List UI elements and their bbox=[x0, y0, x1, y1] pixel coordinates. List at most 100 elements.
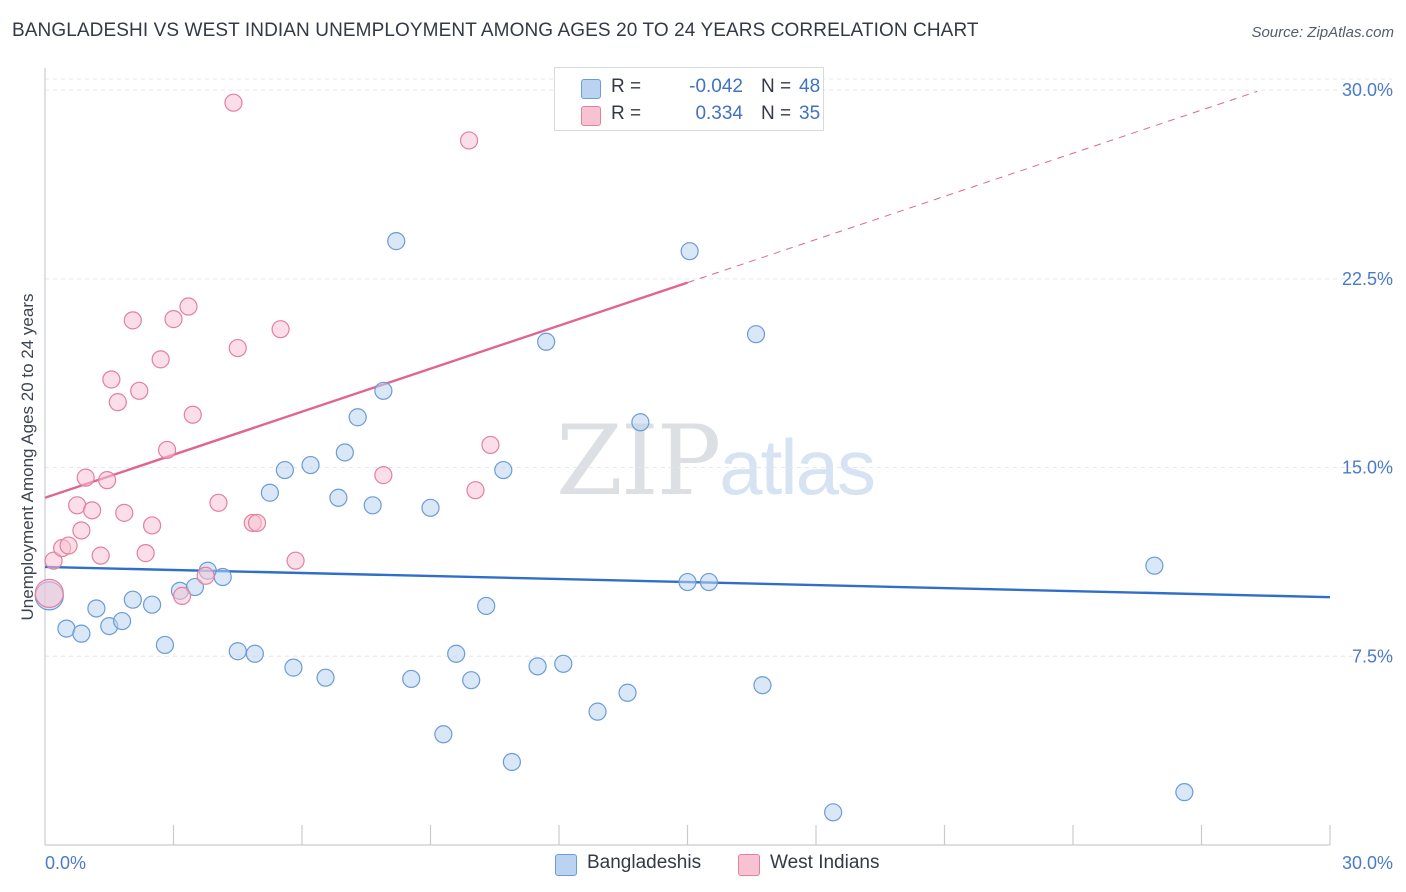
data-point-westindian bbox=[179, 297, 198, 316]
data-point-bangladeshi bbox=[374, 381, 393, 400]
data-point-bangladeshi bbox=[678, 572, 697, 592]
data-point-bangladeshi bbox=[72, 624, 91, 643]
data-point-westindian bbox=[142, 516, 162, 535]
data-point-westindian bbox=[108, 393, 127, 412]
data-point-bangladeshi bbox=[284, 658, 303, 677]
legend-swatch-westindian bbox=[581, 106, 601, 126]
legend-r-value: 0.334 bbox=[695, 103, 743, 124]
trendline bbox=[44, 281, 688, 499]
data-point-bangladeshi bbox=[348, 408, 367, 427]
data-point-westindian bbox=[271, 320, 290, 339]
data-point-bangladeshi bbox=[680, 242, 699, 261]
data-point-bangladeshi bbox=[753, 676, 772, 695]
data-point-bangladeshi bbox=[746, 325, 766, 344]
correlation-legend: R = -0.042 N = 48 R = 0.334 N = 35 bbox=[554, 67, 824, 131]
data-point-westindian bbox=[286, 551, 305, 570]
data-point-bangladeshi bbox=[434, 725, 453, 744]
data-point-westindian bbox=[172, 586, 192, 605]
data-point-bangladeshi bbox=[554, 654, 573, 673]
chart-title: BANGLADESHI VS WEST INDIAN UNEMPLOYMENT … bbox=[12, 20, 979, 41]
trendline-extension bbox=[687, 90, 1258, 284]
data-point-bangladeshi bbox=[494, 460, 513, 480]
grid-layer bbox=[45, 78, 1392, 657]
data-point-bangladeshi bbox=[260, 483, 279, 502]
data-point-bangladeshi bbox=[631, 413, 650, 432]
data-point-westindian bbox=[466, 481, 485, 500]
data-point-westindian bbox=[224, 93, 243, 112]
axis-layer bbox=[44, 68, 1331, 846]
legend-r-label: R = bbox=[611, 103, 642, 124]
data-point-westindian bbox=[83, 501, 102, 520]
data-point-westindian bbox=[72, 521, 91, 540]
data-point-bangladeshi bbox=[588, 702, 607, 721]
data-point-westindian bbox=[123, 311, 142, 330]
data-point-westindian bbox=[183, 405, 202, 424]
x-tick-label: 30.0% bbox=[1342, 853, 1393, 873]
data-point-bangladeshi bbox=[363, 496, 382, 515]
data-point-westindian bbox=[164, 310, 183, 329]
data-point-bangladeshi bbox=[421, 498, 440, 517]
data-point-bangladeshi bbox=[335, 443, 354, 462]
data-point-westindian bbox=[130, 381, 149, 400]
data-point-westindian bbox=[44, 551, 63, 570]
bottom-legend-label-bangladeshi: Bangladeshis bbox=[587, 852, 702, 873]
data-point-bangladeshi bbox=[1145, 556, 1164, 575]
data-point-bangladeshi bbox=[502, 752, 521, 772]
legend-n-label: N = bbox=[761, 76, 792, 97]
data-point-bangladeshi bbox=[316, 668, 335, 687]
data-point-bangladeshi bbox=[87, 599, 106, 618]
data-point-bangladeshi bbox=[447, 644, 466, 663]
data-point-bangladeshi bbox=[213, 567, 232, 587]
data-point-bangladeshi bbox=[462, 671, 481, 690]
data-point-bangladeshi bbox=[699, 572, 719, 592]
data-point-bangladeshi bbox=[402, 669, 421, 689]
data-point-bangladeshi bbox=[301, 455, 320, 475]
y-tick-label: 7.5% bbox=[1352, 646, 1393, 666]
data-point-westindian bbox=[157, 440, 177, 460]
data-point-westindian bbox=[102, 370, 121, 389]
data-point-westindian bbox=[196, 566, 215, 585]
data-point-westindian bbox=[76, 468, 95, 487]
data-point-westindian bbox=[151, 350, 170, 369]
data-point-westindian bbox=[228, 338, 247, 358]
data-point-bangladeshi bbox=[155, 635, 175, 655]
data-point-westindian bbox=[59, 536, 78, 555]
legend-swatch-bangladeshi bbox=[581, 79, 601, 99]
data-point-bangladeshi bbox=[112, 611, 132, 631]
legend-n-label: N = bbox=[761, 103, 792, 124]
data-point-westindian bbox=[481, 435, 500, 455]
data-point-bangladeshi bbox=[123, 590, 142, 609]
data-point-bangladeshi bbox=[618, 683, 637, 702]
data-point-bangladeshi bbox=[387, 232, 406, 251]
data-point-westindian bbox=[115, 503, 134, 522]
data-point-westindian bbox=[374, 466, 393, 485]
bottom-legend-swatch-westindian bbox=[738, 854, 760, 876]
data-point-westindian bbox=[136, 544, 155, 563]
data-point-bangladeshi bbox=[185, 577, 205, 597]
y-tick-label: 15.0% bbox=[1342, 458, 1393, 478]
data-point-westindian bbox=[98, 471, 117, 490]
data-point-bangladeshi bbox=[275, 460, 294, 480]
label-layer: 7.5% 15.0% 22.5% 30.0% 0.0% 30.0% bbox=[45, 80, 1393, 873]
bottom-legend-label-westindian: West Indians bbox=[770, 852, 880, 873]
watermark-atlas: atlas bbox=[719, 423, 876, 511]
data-point-westindian bbox=[91, 546, 110, 565]
point-layer bbox=[34, 93, 1194, 822]
bottom-legend-swatch-bangladeshi bbox=[555, 854, 577, 876]
data-point-bangladeshi bbox=[142, 595, 162, 614]
x-tick-label: 0.0% bbox=[45, 853, 86, 873]
legend-r-label: R = bbox=[611, 76, 642, 97]
data-point-westindian bbox=[459, 131, 479, 150]
data-point-bangladeshi bbox=[824, 803, 843, 822]
y-tick-label: 30.0% bbox=[1342, 80, 1393, 100]
data-point-bangladeshi bbox=[245, 644, 264, 663]
data-point-bangladeshi bbox=[537, 332, 556, 351]
source-credit: Source: ZipAtlas.com bbox=[1251, 24, 1394, 41]
y-tick-label: 22.5% bbox=[1342, 269, 1393, 289]
data-point-westindian bbox=[34, 578, 64, 608]
data-point-westindian bbox=[209, 493, 228, 512]
legend-n-value: 35 bbox=[799, 103, 821, 124]
data-point-bangladeshi bbox=[477, 596, 496, 616]
legend-n-value: 48 bbox=[799, 76, 821, 97]
